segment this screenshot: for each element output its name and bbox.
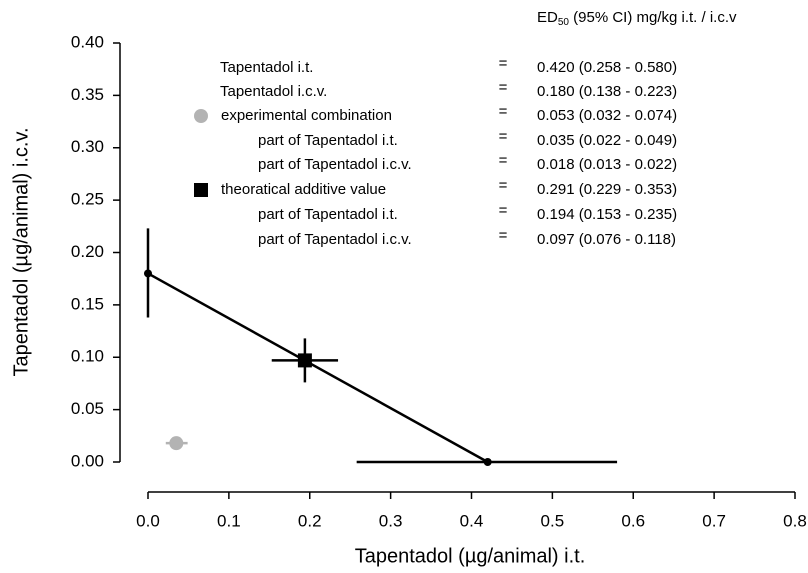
legend-label: part of Tapentadol i.c.v.: [258, 156, 412, 173]
legend-eq: =: [499, 79, 508, 96]
legend-label: part of Tapentadol i.t.: [258, 132, 398, 149]
legend-eq: =: [499, 227, 508, 244]
legend-marker: [194, 109, 208, 123]
legend-label: part of Tapentadol i.t.: [258, 206, 398, 223]
legend-value: 0.291 (0.229 - 0.353): [537, 181, 677, 198]
legend-eq: =: [499, 152, 508, 169]
x-tick-label: 0.2: [298, 511, 322, 530]
y-axis-label: Tapentadol (µg/animal) i.c.v.: [10, 127, 32, 376]
legend-eq: =: [499, 177, 508, 194]
x-tick-label: 0.0: [136, 511, 160, 530]
point: [169, 436, 184, 451]
legend-value: 0.035 (0.022 - 0.049): [537, 132, 677, 149]
y-tick-label: 0.20: [71, 242, 104, 261]
y-tick-label: 0.40: [71, 32, 104, 51]
y-tick-label: 0.10: [71, 347, 104, 366]
legend-eq: =: [499, 128, 508, 145]
legend-value: 0.420 (0.258 - 0.580): [537, 59, 677, 76]
y-tick-label: 0.30: [71, 137, 104, 156]
y-tick-label: 0.15: [71, 294, 104, 313]
x-tick-label: 0.6: [621, 511, 645, 530]
x-tick-label: 0.8: [783, 511, 807, 530]
x-tick-label: 0.1: [217, 511, 241, 530]
legend-label: theoratical additive value: [221, 181, 386, 198]
legend-label: Tapentadol i.c.v.: [220, 83, 327, 100]
legend-value: 0.018 (0.013 - 0.022): [537, 156, 677, 173]
legend-value: 0.053 (0.032 - 0.074): [537, 107, 677, 124]
legend-header: ED50 (95% CI) mg/kg i.t. / i.c.v: [537, 9, 737, 28]
point-square: [297, 353, 312, 368]
x-tick-label: 0.4: [460, 511, 484, 530]
y-tick-label: 0.35: [71, 85, 104, 104]
x-tick-label: 0.5: [541, 511, 565, 530]
legend-label: experimental combination: [221, 107, 392, 124]
x-tick-label: 0.3: [379, 511, 403, 530]
legend-value: 0.194 (0.153 - 0.235): [537, 206, 677, 223]
legend-eq: =: [499, 55, 508, 72]
point: [144, 269, 152, 278]
header-sub: 50: [558, 17, 570, 28]
legend-marker: [194, 183, 208, 197]
legend-label: part of Tapentadol i.c.v.: [258, 231, 412, 248]
header-main: ED: [537, 9, 558, 26]
y-tick-label: 0.05: [71, 399, 104, 418]
header-rest: (95% CI) mg/kg i.t. / i.c.v: [569, 9, 737, 26]
legend-eq: =: [499, 202, 508, 219]
x-axis-label: Tapentadol (µg/animal) i.t.: [355, 545, 586, 567]
additive-line: [147, 272, 489, 464]
x-tick-label: 0.7: [702, 511, 726, 530]
legend-value: 0.097 (0.076 - 0.118): [537, 231, 676, 248]
y-tick-label: 0.00: [71, 451, 104, 470]
legend-value: 0.180 (0.138 - 0.223): [537, 83, 677, 100]
y-tick-label: 0.25: [71, 190, 104, 209]
legend-label: Tapentadol i.t.: [220, 59, 313, 76]
point: [483, 458, 492, 466]
legend-eq: =: [499, 103, 508, 120]
